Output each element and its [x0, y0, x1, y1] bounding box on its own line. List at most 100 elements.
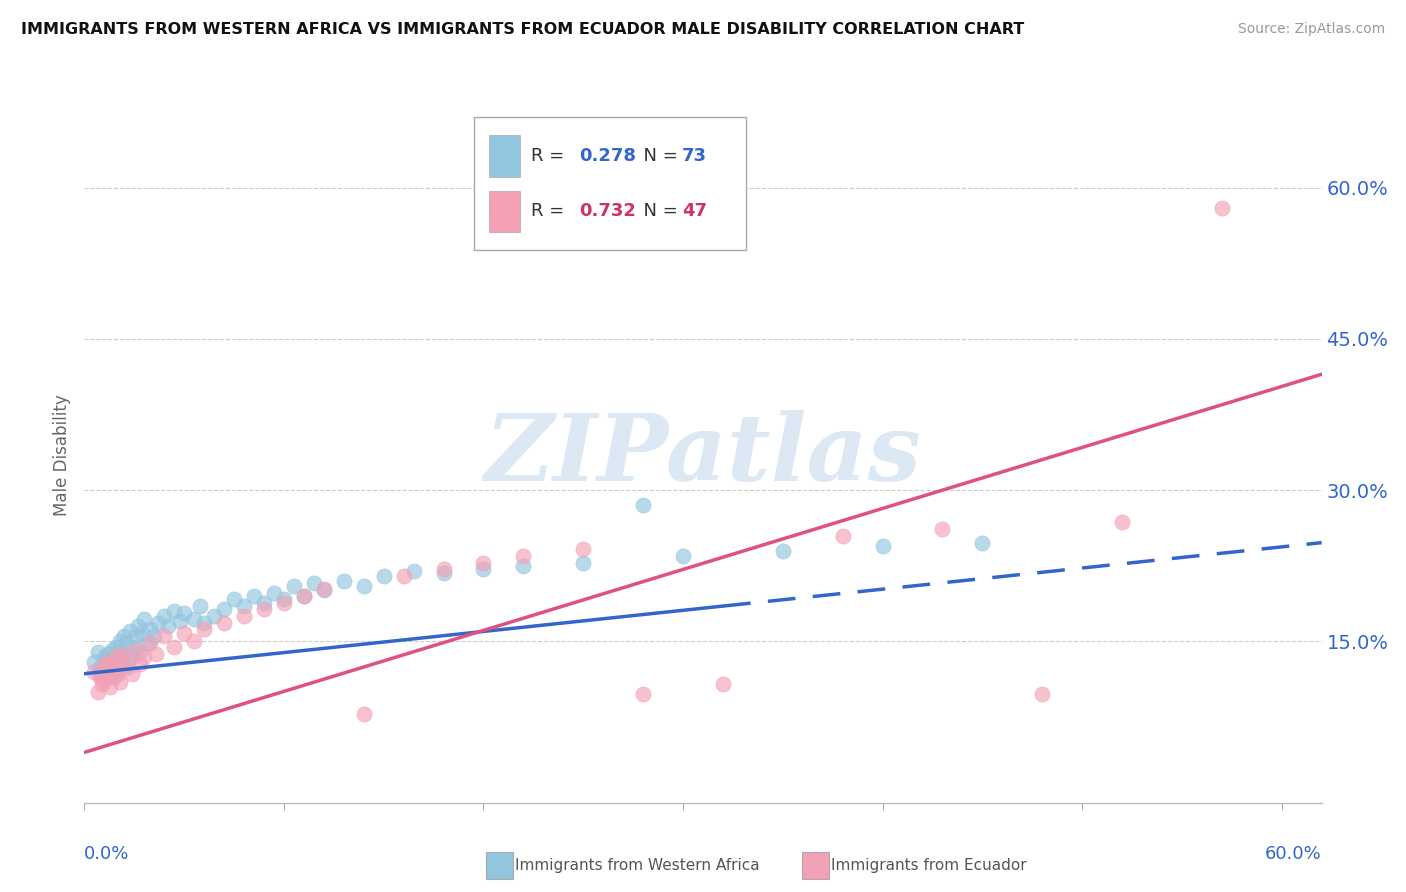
Point [131, 626, 153, 640]
Point [512, 549, 534, 563]
Point [432, 566, 454, 580]
Point [121, 666, 143, 681]
FancyBboxPatch shape [489, 135, 520, 177]
Point [98, 659, 121, 673]
Point [111, 647, 134, 661]
Text: N =: N = [633, 147, 683, 165]
Point [711, 677, 734, 691]
Point [402, 564, 425, 578]
Point [472, 556, 495, 570]
Point [212, 616, 235, 631]
Point [292, 589, 315, 603]
Point [931, 522, 953, 536]
Point [122, 640, 145, 654]
Text: 47: 47 [682, 202, 707, 220]
Point [139, 623, 162, 637]
Point [98, 670, 121, 684]
Text: 60.0%: 60.0% [1265, 845, 1322, 863]
Point [97, 663, 120, 677]
Point [117, 659, 139, 673]
Point [134, 612, 156, 626]
Point [392, 569, 415, 583]
Text: R =: R = [531, 202, 569, 220]
Text: R =: R = [531, 147, 569, 165]
Point [472, 562, 495, 576]
Point [153, 629, 176, 643]
Point [93, 659, 115, 673]
Point [145, 647, 167, 661]
Point [202, 609, 225, 624]
Point [98, 680, 121, 694]
Text: 73: 73 [682, 147, 707, 165]
Point [93, 657, 115, 671]
Point [103, 665, 125, 679]
Point [572, 541, 595, 556]
Point [96, 666, 118, 681]
Point [101, 642, 124, 657]
Point [312, 582, 335, 597]
Point [222, 592, 245, 607]
Point [115, 636, 138, 650]
Point [631, 499, 654, 513]
Point [188, 599, 211, 614]
Point [193, 616, 215, 631]
Point [283, 579, 305, 593]
Point [148, 616, 170, 631]
Point [110, 674, 132, 689]
Point [136, 636, 159, 650]
Point [110, 634, 132, 648]
Point [631, 687, 654, 701]
Text: 0.732: 0.732 [579, 202, 636, 220]
Point [127, 619, 149, 633]
Point [292, 589, 315, 603]
Point [872, 539, 894, 553]
Point [97, 647, 120, 661]
Point [103, 670, 125, 684]
Point [353, 579, 375, 593]
Point [89, 659, 111, 673]
Point [107, 666, 129, 681]
Point [253, 596, 276, 610]
Point [169, 615, 191, 629]
Point [972, 535, 994, 549]
Point [107, 663, 129, 677]
Point [173, 606, 195, 620]
Point [183, 612, 205, 626]
Point [105, 640, 128, 654]
Point [89, 670, 111, 684]
Point [572, 556, 595, 570]
Point [110, 652, 132, 666]
Point [333, 574, 356, 588]
Point [91, 670, 114, 684]
Point [273, 596, 295, 610]
Text: 0.0%: 0.0% [84, 845, 129, 863]
Point [1211, 201, 1233, 215]
Point [93, 673, 115, 687]
Point [103, 649, 125, 664]
Point [96, 652, 118, 666]
Point [112, 647, 135, 661]
Point [83, 655, 105, 669]
Point [134, 649, 156, 664]
Text: ZIPatlas: ZIPatlas [485, 410, 921, 500]
Point [143, 629, 166, 643]
Point [253, 602, 276, 616]
Text: 0.278: 0.278 [579, 147, 637, 165]
Point [163, 604, 186, 618]
Point [157, 619, 180, 633]
Point [273, 592, 295, 607]
Point [112, 629, 135, 643]
Point [101, 655, 124, 669]
Point [125, 629, 148, 643]
Point [512, 558, 534, 573]
FancyBboxPatch shape [474, 118, 747, 250]
Point [831, 528, 853, 542]
Point [432, 562, 454, 576]
Point [111, 657, 134, 671]
Text: Immigrants from Western Africa: Immigrants from Western Africa [515, 858, 759, 872]
Point [121, 649, 143, 664]
Point [1111, 516, 1133, 530]
Point [112, 659, 135, 673]
FancyBboxPatch shape [489, 191, 520, 232]
Text: IMMIGRANTS FROM WESTERN AFRICA VS IMMIGRANTS FROM ECUADOR MALE DISABILITY CORREL: IMMIGRANTS FROM WESTERN AFRICA VS IMMIGR… [21, 22, 1025, 37]
